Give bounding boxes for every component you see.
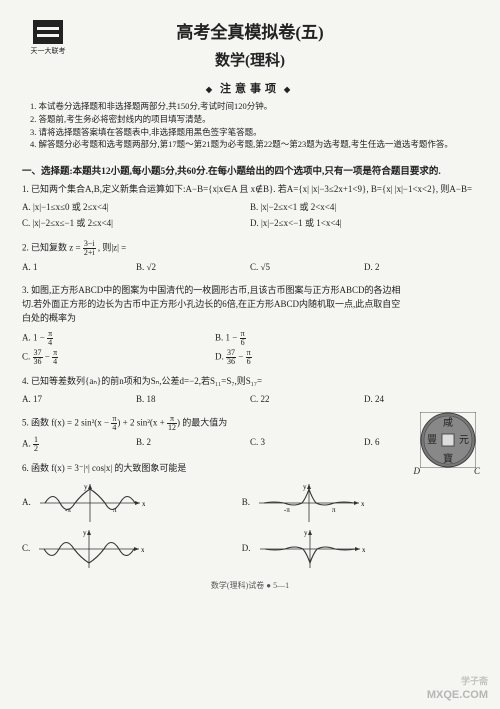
option-b: B. 2 [136,435,250,454]
svg-text:y: y [84,483,88,491]
option-c: C. x y [22,528,232,570]
option-d: D. 2 [364,260,478,276]
svg-text:x: x [361,500,364,508]
svg-text:y: y [83,529,87,537]
svg-text:-π: -π [284,506,290,514]
question-text: 3. 如图,正方形ABCD中的图案为中国清代的一枚圆形古币,且该古币图案与正方形… [22,284,408,326]
svg-text:π: π [332,506,336,514]
graph-c: x y [34,528,144,570]
page-title: 高考全真模拟卷(五) [22,18,478,43]
notice-title: 注意事项 [22,80,478,96]
notice-list: 1. 本试卷分选择题和非选择题两部分,共150分,考试时间120分钟。 2. 答… [22,100,478,151]
option-b: B. |x|−2≤x<1 或 2<x<4| [250,200,478,216]
watermark-cn: 学子斋 [461,674,488,687]
option-a: A. x y -π π [22,482,232,524]
coin-label-c: C [474,466,480,476]
graph-a: x y -π π [35,482,145,524]
notice-item: 3. 请将选择题答案填在答题表中,非选择题用黑色签字笔答题。 [30,126,478,139]
option-b: B. 18 [136,392,250,408]
option-c: C. 3736 − π4 [22,348,215,367]
option-b: B. x y -π π [242,482,452,524]
question-2: 2. 已知复数 z = 3−i2+i , 则|z| = A. 1 B. √2 C… [22,240,478,276]
notice-item: 4. 解答题分必考题和选考题两部分,第17题～第21题为必考题,第22题～第23… [30,138,478,151]
option-c: C. 3 [250,435,364,454]
option-d: D. x y [242,528,452,570]
svg-text:y: y [304,529,308,537]
option-c: C. |x|−2≤x≤−1 或 2≤x<4| [22,216,250,232]
question-6: 6. 函数 f(x) = 3⁻|ˣ| cos|x| 的大致图象可能是 A. x … [22,462,478,570]
svg-text:豐: 豐 [427,433,437,446]
option-a: A. |x|−1≤x≤0 或 2≤x<4| [22,200,250,216]
graph-d: x y [255,528,365,570]
option-d: D. 3736 − π6 [215,348,408,367]
watermark: MXQE.COM [427,689,488,701]
question-text: 1. 已知两个集合A,B,定义新集合运算如下:A−B={x|x∈A 且 x∉B}… [22,183,478,197]
svg-text:x: x [141,546,144,554]
logo-text: 天一大联考 [28,46,68,56]
svg-text:元: 元 [459,435,469,446]
option-a: A. 1 − π4 [22,329,215,348]
question-text: 2. 已知复数 z = 3−i2+i , 则|z| = [22,240,478,257]
coin-label-d: D [414,466,421,476]
notice-item: 2. 答题前,考生务必将密封线内的项目填写清楚。 [30,113,478,126]
svg-text:y: y [303,483,307,491]
notice-item: 1. 本试卷分选择题和非选择题两部分,共150分,考试时间120分钟。 [30,100,478,113]
page-subtitle: 数学(理科) [22,49,478,70]
question-text: 6. 函数 f(x) = 3⁻|ˣ| cos|x| 的大致图象可能是 [22,462,478,476]
option-a: A. 1 [22,260,136,276]
svg-text:咸: 咸 [443,417,453,429]
question-1: 1. 已知两个集合A,B,定义新集合运算如下:A−B={x|x∈A 且 x∉B}… [22,183,478,232]
section-header: 一、选择题:本题共12小题,每小题5分,共60分.在每小题给出的四个选项中,只有… [22,163,478,177]
svg-text:x: x [142,500,145,508]
option-a: A. 12 [22,435,136,454]
option-b: B. √2 [136,260,250,276]
option-c: C. 22 [250,392,364,408]
page-footer: 数学(理科)试卷 ● 5—1 [22,580,478,591]
question-text: 5. 函数 f(x) = 2 sin²(x − π4) + 2 sin²(x +… [22,415,478,432]
svg-text:寶: 寶 [443,452,453,465]
option-b: B. 1 − π6 [215,329,408,348]
svg-text:x: x [362,546,365,554]
question-text: 4. 已知等差数列{aₙ}的前n项和为Sₙ,公差d=−2,若S₁₁=S₇,则S₁… [22,375,478,389]
option-d: D. |x|−2≤x<−1 或 1<x<4| [250,216,478,232]
svg-text:-π: -π [65,506,71,514]
option-c: C. √5 [250,260,364,276]
option-a: A. 17 [22,392,136,408]
question-5: 5. 函数 f(x) = 2 sin²(x − π4) + 2 sin²(x +… [22,415,478,454]
coin-figure: 咸 元 寶 豐 [420,412,476,468]
question-4: 4. 已知等差数列{aₙ}的前n项和为Sₙ,公差d=−2,若S₁₁=S₇,则S₁… [22,375,478,408]
graph-b: x y -π π [254,482,364,524]
option-d: D. 24 [364,392,478,408]
question-3: 3. 如图,正方形ABCD中的图案为中国清代的一枚圆形古币,且该古币图案与正方形… [22,284,478,367]
